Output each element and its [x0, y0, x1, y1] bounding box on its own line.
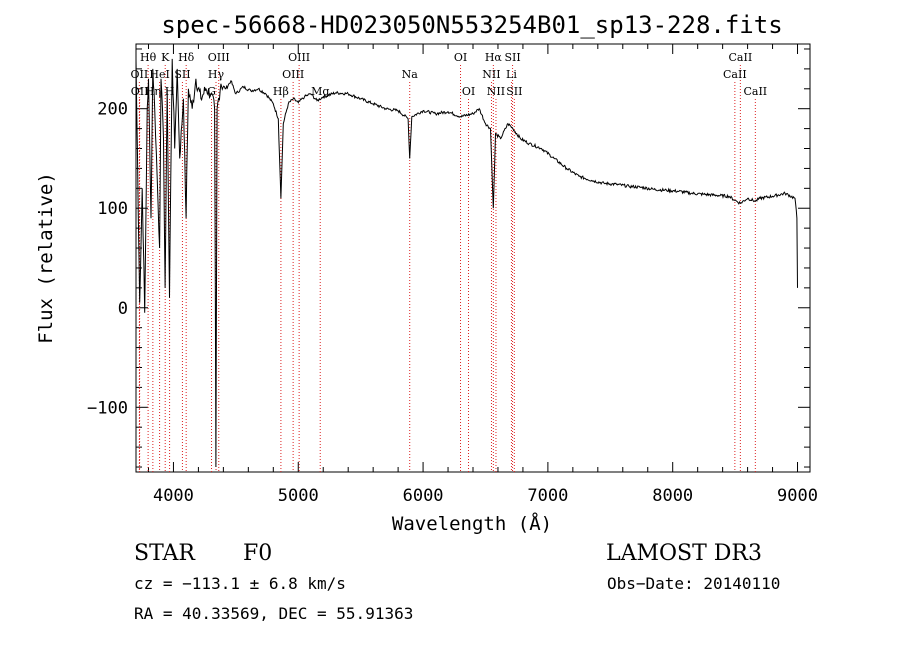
y-tick-label: 200 [97, 100, 128, 120]
spectrum-line [135, 58, 798, 468]
line-marker-label: Hδ [178, 51, 195, 64]
y-tick-label: 100 [97, 199, 128, 219]
line-marker-label: OIII [282, 68, 304, 81]
y-axis-label: Flux (relative) [35, 172, 57, 344]
line-marker-label: CaII [729, 51, 753, 64]
subclass: F0 [243, 541, 272, 566]
line-marker-label: CaII [743, 85, 767, 98]
coordinates: RA = 40.33569, DEC = 55.91363 [134, 604, 413, 623]
object-class: STAR [134, 541, 196, 566]
line-marker-label: H [165, 85, 175, 98]
x-axis: 4000 5000 6000 7000 8000 9000 [147, 44, 818, 506]
line-marker-label: SII [506, 85, 522, 98]
line-marker-label: Hβ [273, 85, 289, 98]
x-axis-label: Wavelength (Å) [392, 512, 552, 535]
y-tick-label: 0 [118, 299, 128, 319]
survey-name: LAMOST DR3 [606, 541, 762, 566]
x-tick-label: 6000 [403, 486, 444, 506]
line-marker-label: G [207, 85, 216, 98]
line-marker-label: OII [131, 85, 149, 98]
x-tick-label: 4000 [153, 486, 194, 506]
redshift-readout: cz = −113.1 ± 6.8 km/s [134, 574, 346, 593]
line-marker-label: OI [454, 51, 467, 64]
line-marker-label: K [161, 51, 170, 64]
line-marker-label: HeI [149, 68, 169, 81]
y-tick-label: −100 [87, 398, 128, 418]
obs-date: Obs−Date: 20140110 [607, 574, 780, 593]
line-marker-label: CaII [723, 68, 747, 81]
line-marker-label: Na [402, 68, 419, 81]
line-marker-label: OIII [288, 51, 310, 64]
x-tick-label: 9000 [777, 486, 818, 506]
line-marker-label: NII [487, 85, 505, 98]
line-marker-label: Li [506, 68, 517, 81]
spectrum-series [135, 58, 798, 468]
line-marker-label: Hα [485, 51, 503, 64]
x-tick-label: 8000 [652, 486, 693, 506]
line-marker-label: OI [462, 85, 475, 98]
line-marker-label: OIII [208, 51, 230, 64]
line-marker-label: Hθ [140, 51, 157, 64]
line-marker-label: Hγ [208, 68, 225, 81]
chart-title: spec-56668-HD023050N553254B01_sp13-228.f… [161, 11, 782, 39]
line-marker-label: NII [482, 68, 500, 81]
line-marker-label: OII [131, 68, 149, 81]
x-tick-label: 7000 [527, 486, 568, 506]
line-marker-label: SII [504, 51, 520, 64]
plot-frame [135, 43, 811, 473]
x-tick-label: 5000 [278, 486, 319, 506]
